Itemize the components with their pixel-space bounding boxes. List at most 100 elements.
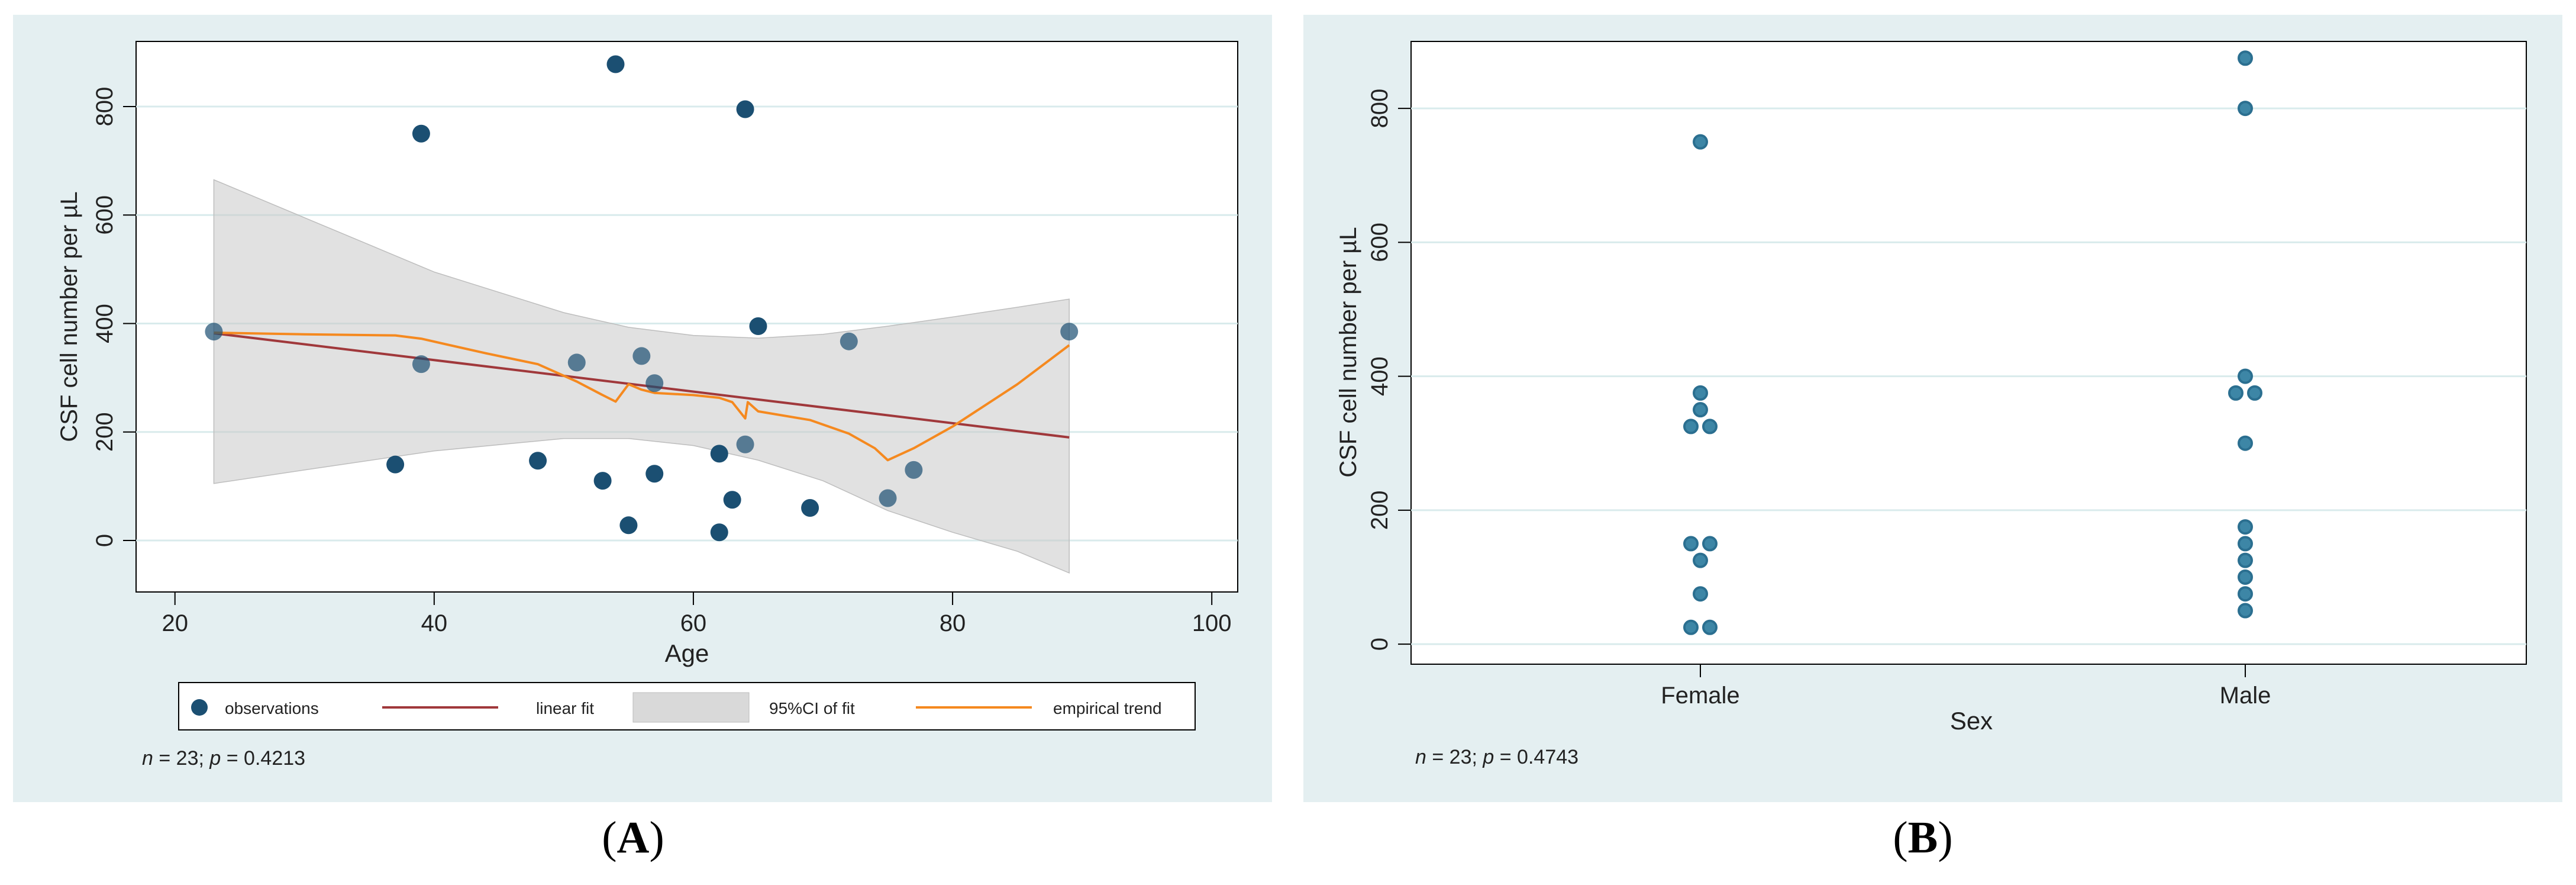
panel-b-note-rest: = 23; xyxy=(1426,746,1483,768)
observation-point xyxy=(593,472,612,490)
y-tick-label: 200 xyxy=(92,412,118,452)
panel-b-note-value: = 0.4743 xyxy=(1494,746,1578,768)
panel-b-caption: (B) xyxy=(1893,813,1952,863)
x-tick-label: 20 xyxy=(162,610,188,636)
observation-point xyxy=(2238,101,2253,117)
x-tick-label: Male xyxy=(2220,683,2271,709)
x-tick-label: 100 xyxy=(1192,610,1232,636)
observation-point xyxy=(2238,50,2253,66)
panel-a-note-rest: = 23; xyxy=(153,747,209,770)
panel-a-empirical-trend xyxy=(214,332,1070,462)
observation-point xyxy=(2238,519,2253,535)
panel-b-observations xyxy=(1683,50,2262,635)
observation-point xyxy=(905,461,923,479)
panel-b-x-axis-label: Sex xyxy=(1950,707,1993,735)
observation-point xyxy=(2238,569,2253,585)
observation-point xyxy=(1693,402,1708,418)
panel-a-ci-band xyxy=(213,179,1070,574)
y-tick-label: 200 xyxy=(1367,490,1393,530)
observation-point xyxy=(2238,603,2253,619)
ci-band xyxy=(213,179,1070,574)
legend-observations-marker xyxy=(191,699,208,716)
observation-point xyxy=(736,100,754,118)
observation-point xyxy=(1683,419,1699,435)
observation-point xyxy=(2238,368,2253,384)
observation-point xyxy=(567,353,586,372)
y-tick-label: 0 xyxy=(92,534,118,547)
observation-point xyxy=(723,491,741,509)
panel-a-observations xyxy=(205,55,1079,542)
observation-point xyxy=(1693,586,1708,602)
observation-point xyxy=(645,374,664,392)
panel-b-plot-area xyxy=(1410,41,2527,665)
observation-point xyxy=(632,347,651,365)
y-tick-label: 400 xyxy=(1367,356,1393,396)
observation-point xyxy=(2238,552,2253,568)
observation-point xyxy=(1060,323,1079,341)
panel-a-caption: (A) xyxy=(602,813,664,863)
y-tick-label: 600 xyxy=(1367,223,1393,262)
legend-empirical-trend-label: empirical trend xyxy=(1053,699,1162,717)
legend-ci-label: 95%CI of fit xyxy=(769,699,855,717)
observation-point xyxy=(1693,552,1708,568)
observation-point xyxy=(645,465,664,483)
observation-point xyxy=(2238,586,2253,602)
y-tick-label: 0 xyxy=(1367,638,1393,651)
panel-a-legend: observations linear fit 95%CI of fit emp… xyxy=(178,682,1196,730)
observation-point xyxy=(710,523,728,542)
x-tick-label: Female xyxy=(1661,683,1739,709)
panel-b-stats-note: n = 23; p = 0.4743 xyxy=(1415,746,1578,768)
observation-point xyxy=(1702,419,1718,435)
panel-a-x-axis-label: Age xyxy=(665,639,709,667)
observation-point xyxy=(840,332,858,350)
observation-point xyxy=(2238,536,2253,552)
panel-a: 0 200 400 600 800 20 40 60 80 100 Age CSF cell nu… xyxy=(13,15,1272,863)
x-tick-label: 40 xyxy=(421,610,448,636)
observation-point xyxy=(619,516,638,535)
x-tick-label: 80 xyxy=(940,610,966,636)
observation-point xyxy=(606,55,625,73)
panel-b: 0 200 400 600 800 Female Male Sex CSF cell num… xyxy=(1303,15,2562,863)
panel-b-note-p: p xyxy=(1482,746,1494,768)
observation-point xyxy=(1702,619,1718,635)
observation-point xyxy=(749,317,767,336)
x-tick-label: 60 xyxy=(680,610,707,636)
observation-point xyxy=(205,323,223,341)
panel-b-y-axis-label: CSF cell number per µL xyxy=(1335,227,1361,477)
empirical-trend-line xyxy=(214,332,1070,462)
observation-point xyxy=(1693,385,1708,401)
observation-point xyxy=(736,435,754,453)
y-tick-label: 400 xyxy=(92,304,118,343)
panel-b-gridlines xyxy=(1411,107,2526,645)
observation-point xyxy=(2228,385,2243,401)
observation-point xyxy=(879,489,897,507)
panel-a-axes: 0 200 400 600 800 20 40 60 80 100 xyxy=(92,87,1232,636)
legend-observations-label: observations xyxy=(225,699,319,717)
observation-point xyxy=(710,445,728,463)
panel-a-stats-note: n = 23; p = 0.4213 xyxy=(142,747,305,770)
observation-point xyxy=(412,355,430,374)
panel-b-caption-letter: B xyxy=(1908,813,1938,863)
panel-b-note-n: n xyxy=(1415,746,1426,768)
observation-point xyxy=(2238,435,2253,451)
y-tick-label: 800 xyxy=(92,87,118,127)
observation-point xyxy=(386,455,405,474)
observation-point xyxy=(529,452,547,470)
legend-ci-swatch xyxy=(632,692,750,723)
panel-a-note-p: p xyxy=(209,747,221,770)
observation-point xyxy=(1693,134,1708,150)
observation-point xyxy=(1683,619,1699,635)
panel-a-linear-fit xyxy=(214,332,1070,439)
y-tick-label: 800 xyxy=(1367,89,1393,128)
observation-point xyxy=(412,124,430,143)
panel-b-axes: 0 200 400 600 800 Female Male xyxy=(1367,89,2271,709)
observation-point xyxy=(1683,536,1699,552)
panel-a-note-n: n xyxy=(142,747,153,770)
observation-point xyxy=(1702,536,1718,552)
observation-point xyxy=(801,498,819,517)
panel-a-note-value: = 0.4213 xyxy=(221,747,305,770)
observation-point xyxy=(2247,385,2262,401)
linear-fit-line xyxy=(214,332,1070,439)
